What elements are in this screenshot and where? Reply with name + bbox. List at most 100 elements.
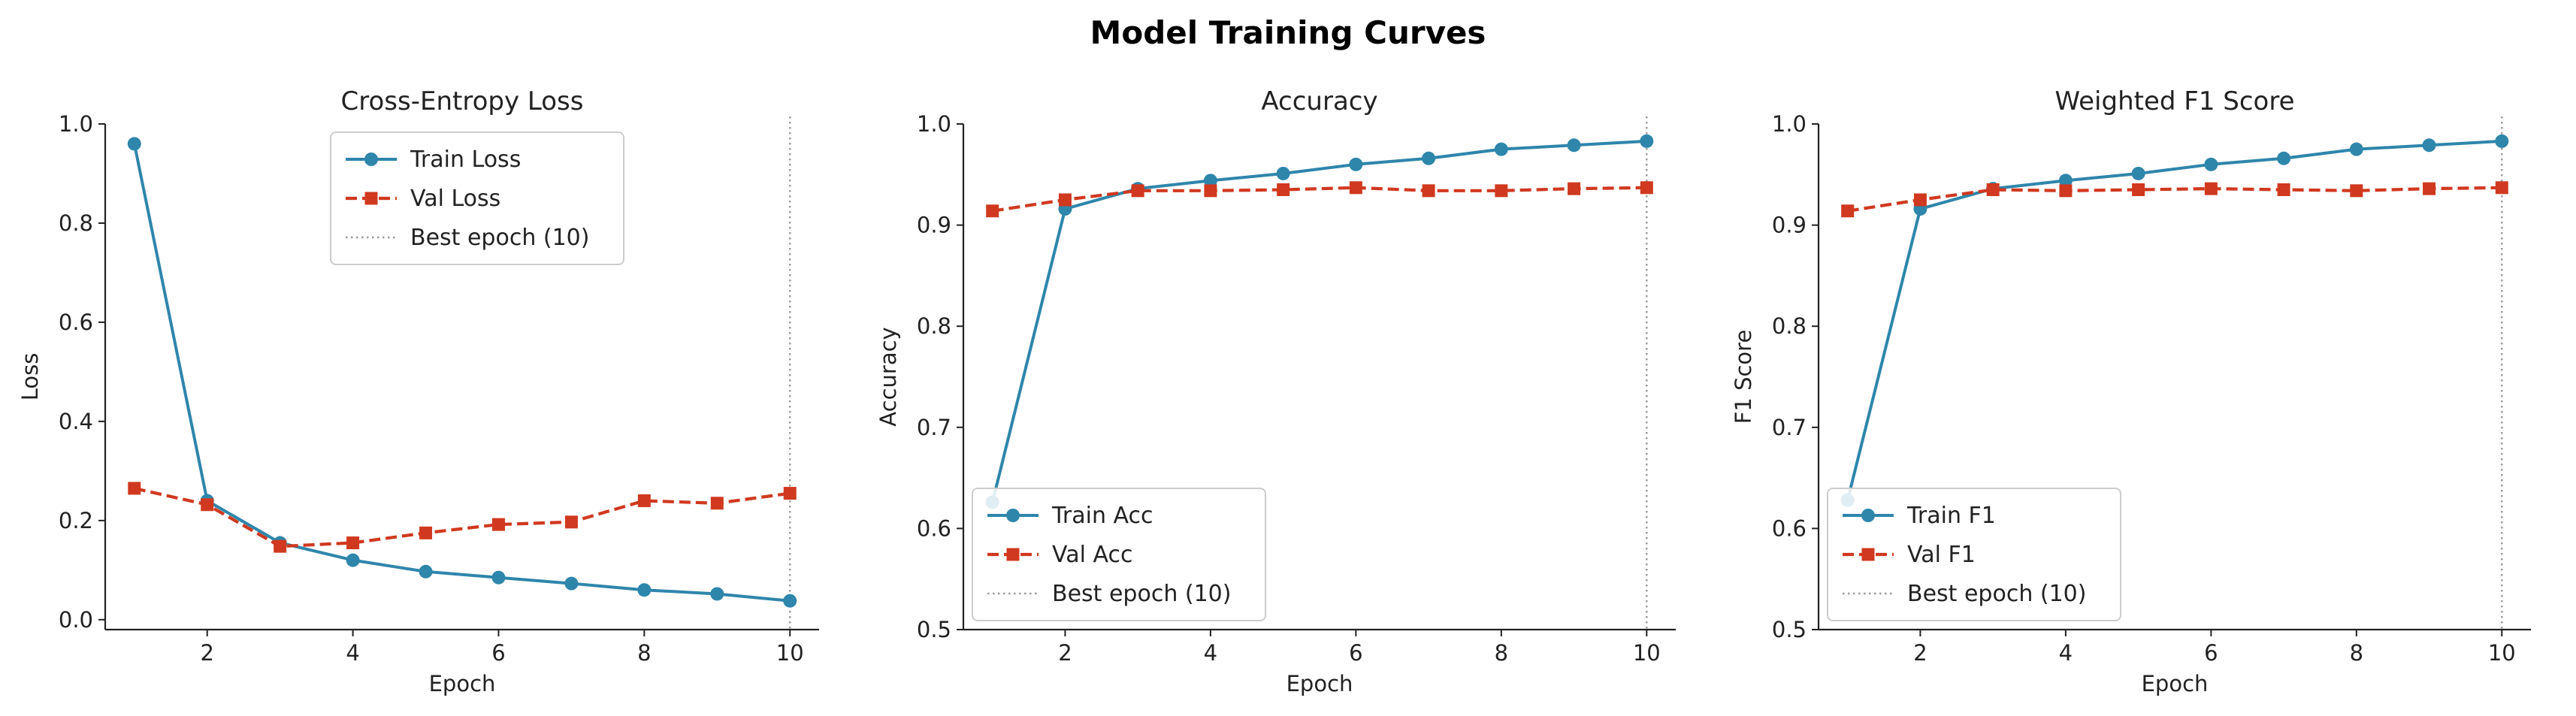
chart-2: Accuracy 2 4 6 8 10 0.5 0.6 0.7 0.8 0.9 1.0 Epoch Acc… [875,86,1676,696]
val-point [1277,183,1290,196]
y-axis-label: F1 Score [1731,330,1756,424]
train-point [2204,157,2218,171]
val-point [637,494,651,507]
x-tick-label: 6 [491,640,505,666]
legend-train-marker [1006,509,1020,522]
legend-label: Best epoch (10) [1907,581,2086,607]
val-point [1495,184,1508,198]
x-tick-label: 10 [1633,640,1661,666]
x-axis-label: Epoch [429,671,496,696]
legend-label: Val Loss [410,186,500,212]
y-tick-label: 0.6 [917,515,951,541]
val-point [2350,184,2363,198]
train-series-line [990,139,1647,503]
train-point [2277,151,2291,165]
val-point [1986,183,2000,196]
x-tick-label: 8 [1495,640,1508,666]
y-tick-label: 1.0 [1772,111,1807,137]
x-tick-label: 2 [200,640,213,666]
val-point [1349,181,1362,195]
legend-box [1827,488,2121,621]
train-point [564,576,579,591]
train-point [2495,134,2509,148]
x-tick-label: 4 [2059,640,2073,666]
legend-label: Train Acc [1051,503,1153,529]
val-point [1058,193,1072,207]
y-tick-label: 1.0 [917,111,951,137]
legend-label: Val F1 [1907,542,1976,568]
x-tick-label: 8 [2350,640,2363,666]
train-point [1567,138,1581,153]
legend-val-marker [1006,548,1020,561]
val-point [986,204,999,218]
train-point [1640,134,1654,148]
val-point [128,482,141,495]
chart-title: Cross-Entropy Loss [341,86,584,116]
train-series-line [132,144,791,603]
val-point [491,518,505,531]
legend-val-marker [1861,548,1875,561]
train-point [1276,166,1290,180]
val-point [2204,182,2218,195]
legend-train-marker [364,153,378,166]
y-tick-label: 0.2 [59,508,93,533]
train-point [346,553,360,567]
val-point [2277,183,2290,196]
train-point [1203,174,1217,188]
val-point [564,515,578,529]
train-point [2058,174,2073,188]
legend-box [330,131,624,265]
val-point [2423,182,2436,195]
x-axis-label: Epoch [1286,671,1353,696]
x-tick-label: 10 [2488,640,2516,666]
train-point [2422,138,2436,153]
legend-val-marker [364,192,378,205]
x-tick-label: 2 [1058,640,1072,666]
val-point [783,487,797,500]
y-tick-label: 0.5 [1772,617,1807,642]
y-tick-label: 0.0 [59,607,93,633]
val-point [2132,183,2145,196]
x-tick-label: 2 [1913,640,1927,666]
legend-label: Best epoch (10) [410,225,589,251]
val-point [2495,181,2508,195]
y-axis-label: Loss [17,353,43,401]
chart-3: Weighted F1 Score 2 4 6 8 10 0.5 0.6 0.7 0.8 0.9 1.… [1731,86,2531,696]
val-point [419,526,433,539]
y-tick-label: 0.9 [917,213,951,238]
train-point [1494,142,1508,156]
train-point [710,587,724,601]
x-tick-label: 4 [1204,640,1217,666]
train-point [783,594,797,608]
legend: Train Acc Val Acc Best epoch (10) [972,488,1266,621]
legend: Train Loss Val Loss Best epoch (10) [330,131,624,265]
x-tick-label: 6 [1349,640,1362,666]
val-point [274,539,287,553]
x-tick-label: 8 [637,640,651,666]
train-point [419,564,433,579]
train-point [491,570,506,585]
y-tick-label: 1.0 [59,111,93,137]
y-tick-label: 0.5 [917,617,951,642]
y-tick-label: 0.8 [1772,313,1807,339]
val-point [1204,184,1217,198]
x-axis-label: Epoch [2142,671,2209,696]
x-tick-label: 6 [2204,640,2218,666]
legend-box [972,488,1266,621]
val-series-line [134,486,791,548]
y-tick-label: 0.8 [917,313,951,339]
x-tick-label: 10 [776,640,804,666]
legend-label: Train Loss [410,147,521,173]
figure-title: Model Training Curves [1090,14,1486,51]
y-tick-label: 0.8 [59,210,93,236]
train-point [637,583,652,597]
val-point [1913,193,1927,207]
y-tick-label: 0.7 [1772,415,1807,440]
val-point [1131,184,1144,198]
x-tick-label: 4 [346,640,359,666]
chart-title: Weighted F1 Score [2055,86,2295,116]
train-point [1349,157,1363,171]
chart-title: Accuracy [1261,86,1377,116]
y-tick-label: 0.6 [59,310,93,335]
